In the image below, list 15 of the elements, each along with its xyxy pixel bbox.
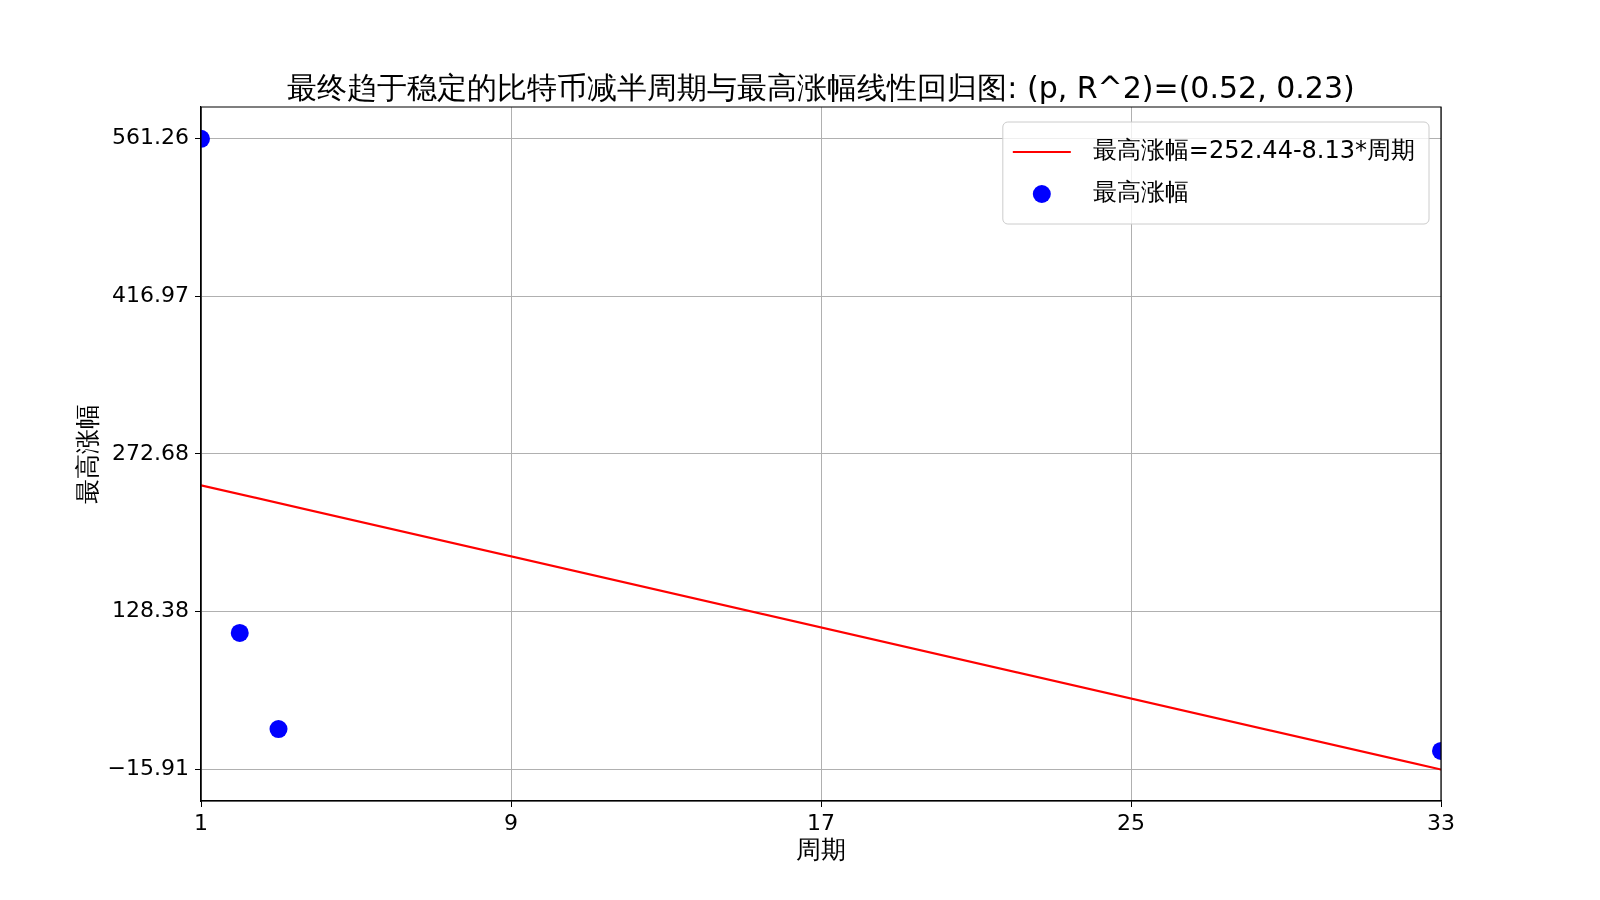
- x-tick-label: 1: [194, 809, 208, 835]
- x-tick-label: 9: [504, 809, 518, 835]
- legend-label: 最高涨幅=252.44-8.13*周期: [1092, 136, 1415, 165]
- y-axis-title: 最高涨幅: [72, 404, 102, 504]
- chart-title: 最终趋于稳定的比特币减半周期与最高涨幅线性回归图: (p, R^2)=(0.52, 0.23): [287, 70, 1355, 105]
- y-tick-label: 416.97: [112, 281, 189, 307]
- y-tick-label: 561.26: [112, 124, 189, 150]
- x-axis-title: 周期: [796, 834, 846, 864]
- x-tick-label: 33: [1427, 809, 1455, 835]
- y-tick-label: 272.68: [112, 439, 189, 465]
- legend-label: 最高涨幅: [1092, 178, 1189, 207]
- y-tick-label: 128.38: [112, 597, 189, 623]
- x-tick-label: 17: [807, 809, 835, 835]
- x-tick-label: 25: [1117, 809, 1145, 835]
- y-tick-label: −15.91: [107, 755, 189, 781]
